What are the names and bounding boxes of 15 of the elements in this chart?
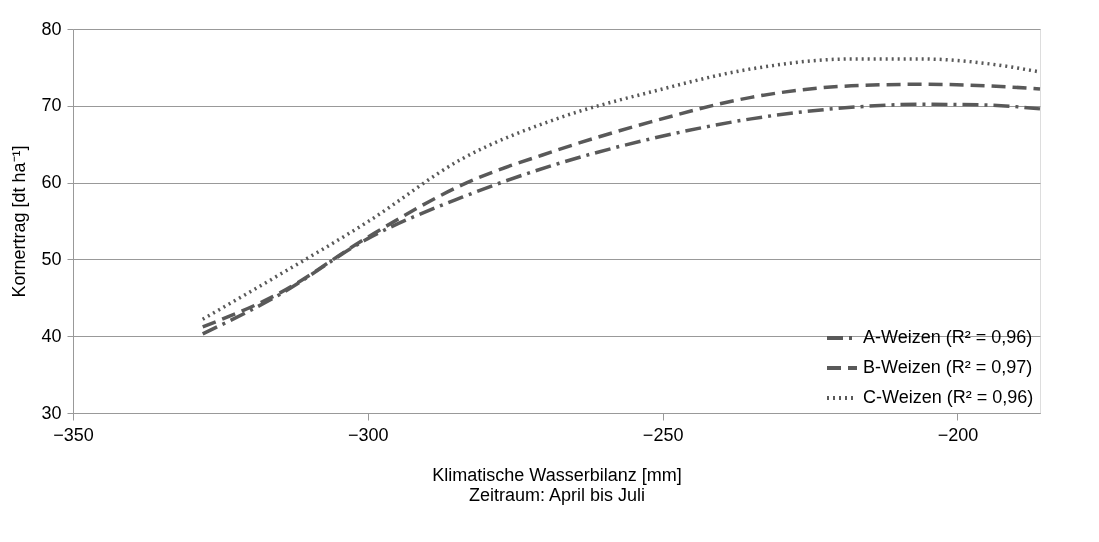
x-tick-label: −350 xyxy=(53,424,94,445)
y-tick-label: 30 xyxy=(41,402,62,423)
y-tick-label: 40 xyxy=(41,325,62,346)
y-tick-label: 50 xyxy=(41,248,62,269)
x-axis-title: Klimatische Wasserbilanz [mm] Zeitraum: April bis Juli xyxy=(432,464,682,505)
y-tick-label: 80 xyxy=(41,18,62,39)
y-axis-title: Kornertrag [dt ha⁻¹] xyxy=(9,145,30,298)
legend-label: A-Weizen (R² = 0,96) xyxy=(863,327,1033,347)
y-tick-label: 60 xyxy=(41,172,62,193)
y-tick-label: 70 xyxy=(41,95,62,116)
legend-label: C-Weizen (R² = 0,96) xyxy=(863,387,1034,407)
x-tick-label: −250 xyxy=(642,424,684,445)
x-tick-label: −200 xyxy=(937,424,979,445)
x-tick-label: −300 xyxy=(348,424,389,445)
legend-label: B-Weizen (R² = 0,97) xyxy=(863,357,1033,377)
